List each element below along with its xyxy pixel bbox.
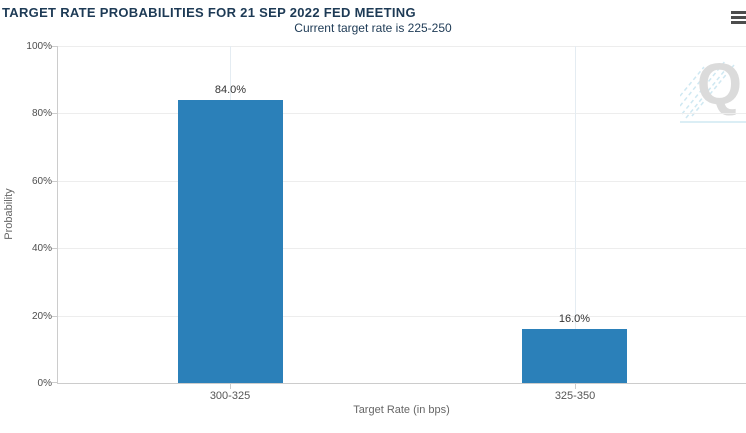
chart-title: TARGET RATE PROBABILITIES FOR 21 SEP 202… [2, 5, 416, 20]
bar-value-label: 84.0% [214, 84, 247, 96]
x-axis-category-label: 300-325 [209, 390, 251, 402]
category-gridline [575, 46, 576, 383]
x-axis-category-label: 325-350 [554, 390, 596, 402]
y-axis-tick-label: 80% [31, 108, 52, 120]
y-axis-tick-label: 20% [31, 310, 52, 322]
y-axis-tick [52, 382, 57, 383]
y-axis-tick-label: 60% [31, 175, 52, 187]
y-axis-tick-label: 100% [26, 41, 52, 52]
y-axis-tick [52, 46, 57, 47]
plot-area: 84.0% 300-325 16.0% 325-350 [52, 46, 746, 402]
y-axis-tick [52, 315, 57, 317]
y-axis-tick [52, 113, 57, 115]
hamburger-bar [731, 11, 746, 14]
y-axis-tick [52, 248, 57, 250]
y-gridline [58, 315, 746, 317]
hamburger-bar [731, 21, 746, 24]
x-axis-tick [575, 384, 576, 389]
y-gridline [58, 248, 746, 250]
hamburger-bar [731, 16, 746, 19]
hamburger-menu-icon[interactable] [731, 11, 746, 26]
y-axis-tick-label: 40% [31, 243, 52, 255]
y-axis-tick-label: 0% [37, 378, 52, 389]
y-axis-title: Probability [3, 188, 15, 240]
x-axis-title: Target Rate (in bps) [353, 404, 450, 416]
y-axis-tick [52, 180, 57, 182]
y-gridline [58, 180, 746, 182]
x-axis-tick [230, 384, 231, 389]
probability-bar[interactable] [522, 329, 627, 383]
y-gridline [58, 113, 746, 115]
bar-value-label: 16.0% [558, 313, 591, 325]
chart-subtitle: Current target rate is 225-250 [294, 21, 452, 35]
probability-bar[interactable] [178, 100, 283, 383]
y-gridline [58, 46, 746, 47]
